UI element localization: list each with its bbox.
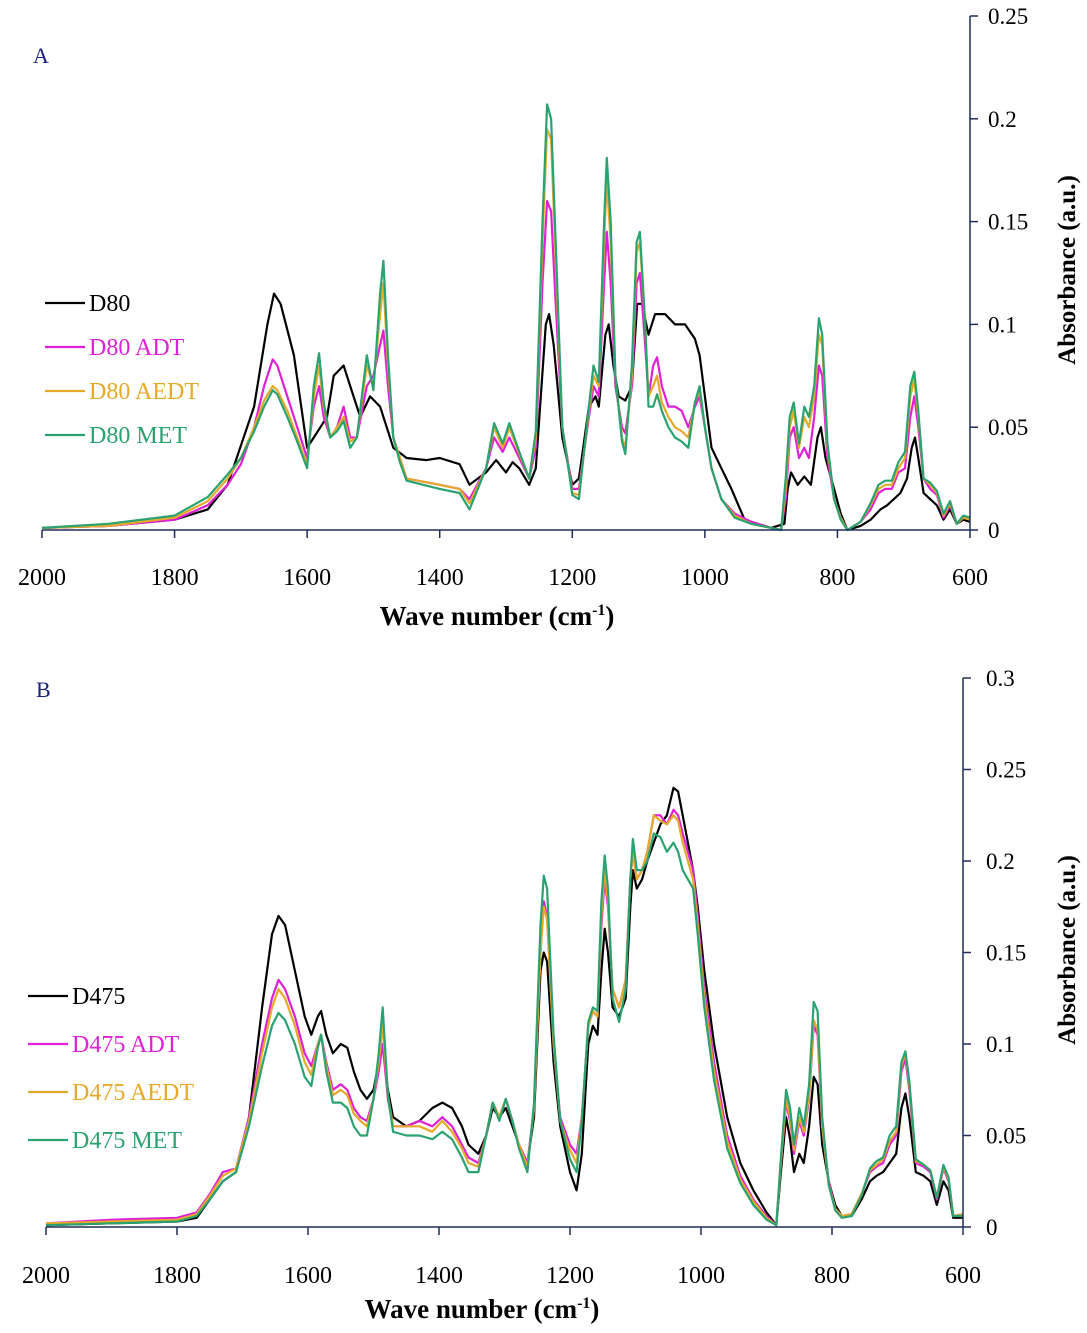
plot-lines-a — [41, 103, 971, 532]
x-ticks-a: 2000 1800 1600 1400 1200 1000 800 600 — [18, 530, 988, 591]
x-tick-label: 2000 — [22, 1263, 70, 1289]
y-ticks-b: 0 0.05 0.1 0.15 0.2 0.25 0.3 — [963, 666, 1026, 1240]
legend-b: D475 D475 ADT D475 AEDT D475 MET — [28, 984, 194, 1154]
legend-label: D80 MET — [89, 423, 187, 449]
x-axis-title-b: Wave number (cm-1) — [365, 1294, 600, 1324]
y-tick-label: 0 — [986, 1215, 998, 1240]
x-tick-label: 1200 — [546, 1263, 594, 1289]
series-line — [41, 292, 971, 532]
panel-label-b: B — [36, 677, 51, 702]
y-tick-label: 0.1 — [988, 312, 1017, 337]
x-tick-label: 1800 — [153, 1263, 201, 1289]
y-tick-label: 0.25 — [988, 4, 1028, 29]
plot-lines-b — [45, 786, 964, 1227]
legend-label: D475 MET — [72, 1128, 182, 1154]
legend-a: D80 D80 ADT D80 AEDT D80 MET — [45, 291, 199, 449]
legend-label: D80 ADT — [89, 335, 185, 361]
y-tick-label: 0.05 — [986, 1124, 1026, 1149]
y-tick-label: 0.15 — [988, 210, 1028, 235]
x-tick-label: 1000 — [681, 565, 729, 591]
y-tick-label: 0.3 — [986, 666, 1015, 691]
series-line — [45, 832, 963, 1227]
x-tick-label: 1600 — [284, 1263, 332, 1289]
x-tick-label: 1000 — [677, 1263, 725, 1289]
panel-label-a: A — [33, 43, 49, 68]
x-tick-label: 1600 — [283, 565, 331, 591]
y-tick-label: 0.1 — [986, 1032, 1015, 1057]
y-axis-title-a: Absorbance (a.u.) — [1054, 175, 1081, 365]
y-tick-label: 0.05 — [988, 415, 1028, 440]
y-axis-title-b: Absorbance (a.u.) — [1054, 855, 1081, 1045]
x-tick-label: 1800 — [151, 565, 199, 591]
y-tick-label: 0.25 — [986, 758, 1026, 783]
legend-label: D475 AEDT — [72, 1080, 194, 1106]
y-tick-label: 0.2 — [988, 107, 1017, 132]
x-ticks-b: 2000 1800 1600 1400 1200 1000 800 600 — [22, 1227, 981, 1289]
legend-label: D475 — [72, 984, 125, 1010]
y-tick-label: 0 — [988, 518, 1000, 543]
series-line — [45, 814, 964, 1227]
y-tick-label: 0.2 — [986, 849, 1015, 874]
x-tick-label: 600 — [945, 1263, 981, 1289]
x-tick-label: 600 — [952, 565, 988, 591]
legend-label: D475 ADT — [72, 1032, 180, 1058]
x-tick-label: 1400 — [415, 1263, 463, 1289]
x-axis-title-a: Wave number (cm-1) — [380, 601, 615, 631]
x-tick-label: 800 — [819, 565, 855, 591]
legend-label: D80 — [89, 291, 130, 317]
x-tick-label: 800 — [814, 1263, 850, 1289]
chart-panel-b: B 2000 1800 1600 1400 1200 1000 800 600 0 0.05 0.… — [22, 666, 1081, 1324]
x-tick-label: 1200 — [548, 565, 596, 591]
legend-label: D80 AEDT — [89, 379, 199, 405]
series-line — [45, 786, 963, 1227]
x-tick-label: 1400 — [416, 565, 464, 591]
series-line — [41, 103, 971, 532]
x-tick-label: 2000 — [18, 565, 66, 591]
y-ticks-a: 0 0.05 0.1 0.15 0.2 0.25 — [970, 4, 1028, 543]
chart-panel-a: A 2000 1800 1600 1400 1200 1000 800 600 0 0.05 0.… — [18, 4, 1081, 631]
y-tick-label: 0.15 — [986, 941, 1026, 966]
